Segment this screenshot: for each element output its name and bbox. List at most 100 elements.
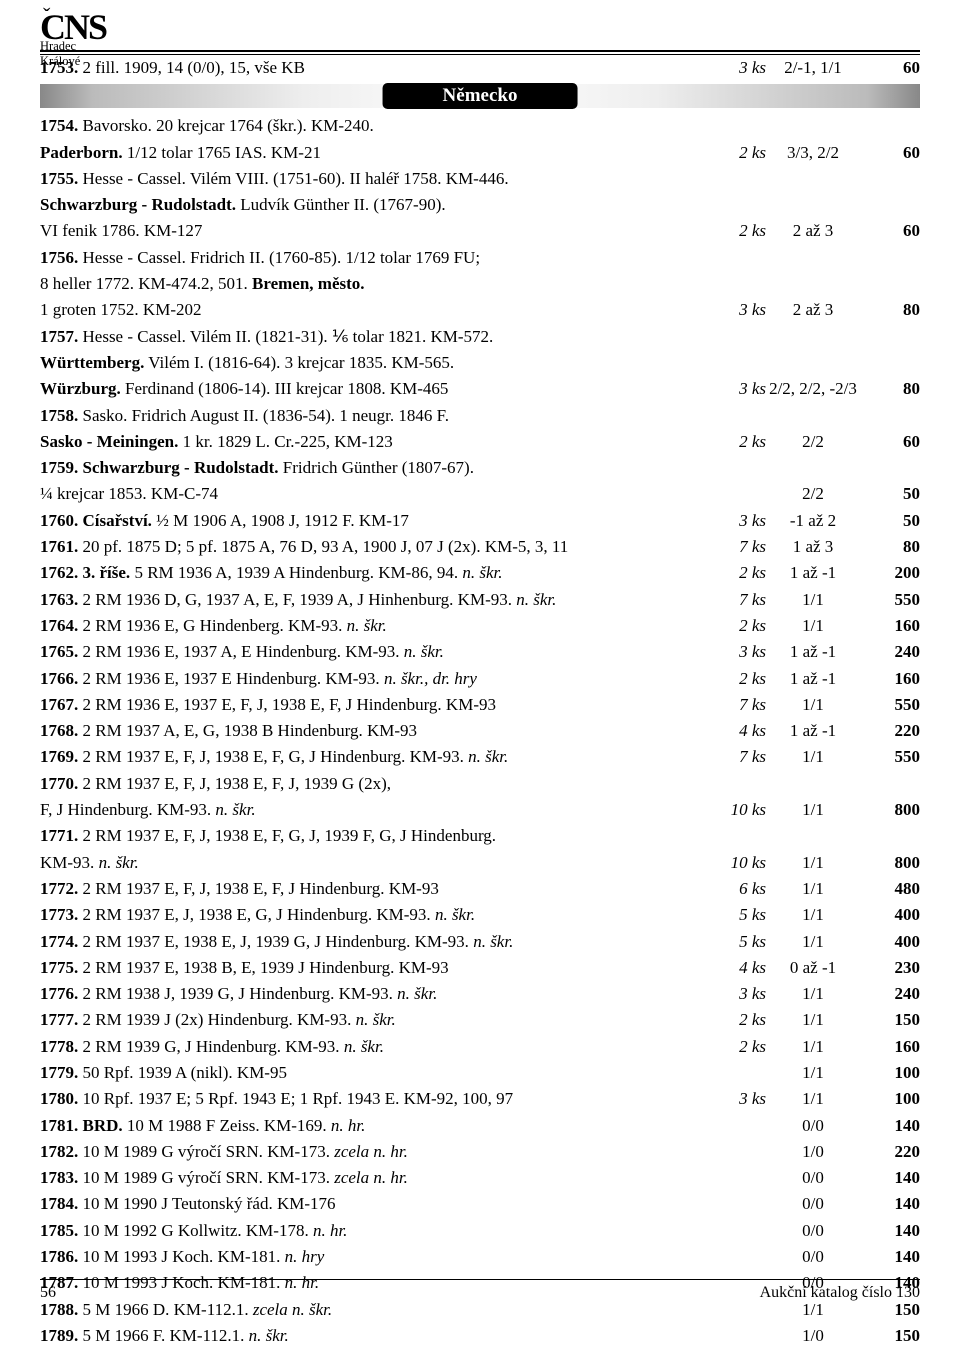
lot-pieces: 3 ks	[706, 508, 766, 534]
lot-grade: 1 až -1	[766, 560, 860, 586]
lot-description: 1776. 2 RM 1938 J, 1939 G, J Hindenburg.…	[40, 981, 706, 1007]
lot-pieces: 2 ks	[706, 429, 766, 455]
lot-description: Württemberg. Vilém I. (1816-64). 3 krejc…	[40, 350, 706, 376]
logo: ˇ CNS Hradec Králové	[40, 6, 106, 48]
lot-description: 1789. 5 M 1966 F. KM-112.1. n. škr.	[40, 1323, 706, 1349]
lot-grade: 0/0	[766, 1218, 860, 1244]
lot-row: Würzburg. Ferdinand (1806-14). III krejc…	[40, 376, 920, 402]
lot-price: 240	[860, 981, 920, 1007]
lot-row: 8 heller 1772. KM-474.2, 501. Bremen, mě…	[40, 271, 920, 297]
lot-row: 1759. Schwarzburg - Rudolstadt. Fridrich…	[40, 455, 920, 481]
lot-pieces: 10 ks	[706, 850, 766, 876]
lot-row: 1 groten 1752. KM-2023 ks2 až 380	[40, 297, 920, 323]
lot-grade: 1/0	[766, 1139, 860, 1165]
lot-description: 1768. 2 RM 1937 A, E, G, 1938 B Hindenbu…	[40, 718, 706, 744]
lot-description: 1759. Schwarzburg - Rudolstadt. Fridrich…	[40, 455, 706, 481]
lot-grade: 1/0	[766, 1323, 860, 1349]
lot-price: 240	[860, 639, 920, 665]
lot-description: 1786. 10 M 1993 J Koch. KM-181. n. hry	[40, 1244, 706, 1270]
lot-row: 1777. 2 RM 1939 J (2x) Hindenburg. KM-93…	[40, 1007, 920, 1033]
lot-price: 140	[860, 1191, 920, 1217]
logo-caron: ˇ	[43, 3, 50, 29]
lot-grade: 1 až 3	[766, 534, 860, 560]
lot-row: 1763. 2 RM 1936 D, G, 1937 A, E, F, 1939…	[40, 587, 920, 613]
lot-price: 100	[860, 1060, 920, 1086]
lot-description: 1769. 2 RM 1937 E, F, J, 1938 E, F, G, J…	[40, 744, 706, 770]
lot-price: 230	[860, 955, 920, 981]
lot-grade: 1/1	[766, 692, 860, 718]
lot-description: 1779. 50 Rpf. 1939 A (nikl). KM-95	[40, 1060, 706, 1086]
lot-description: 1758. Sasko. Fridrich August II. (1836-5…	[40, 403, 706, 429]
lot-price: 60	[860, 429, 920, 455]
lot-price: 80	[860, 297, 920, 323]
lot-description: F, J Hindenburg. KM-93. n. škr.	[40, 797, 706, 823]
lot-pieces: 2 ks	[706, 613, 766, 639]
lot-row: 1778. 2 RM 1939 G, J Hindenburg. KM-93. …	[40, 1034, 920, 1060]
lot-row: 1774. 2 RM 1937 E, 1938 E, J, 1939 G, J …	[40, 929, 920, 955]
page-number: 56	[40, 1284, 56, 1302]
lot-pieces: 2 ks	[706, 666, 766, 692]
lot-price: 200	[860, 560, 920, 586]
lot-row: 1781. BRD. 10 M 1988 F Zeiss. KM-169. n.…	[40, 1113, 920, 1139]
lot-grade: 1/1	[766, 850, 860, 876]
lot-price: 60	[860, 140, 920, 166]
lot-pieces: 5 ks	[706, 929, 766, 955]
lot-description: Paderborn. 1/12 tolar 1765 IAS. KM-21	[40, 140, 706, 166]
footer-right: Aukční katalog číslo 130	[760, 1284, 920, 1302]
lot-pieces: 7 ks	[706, 587, 766, 613]
lot-price: 140	[860, 1244, 920, 1270]
lot-price: 220	[860, 718, 920, 744]
lot-price: 150	[860, 1007, 920, 1033]
lot-description: 1771. 2 RM 1937 E, F, J, 1938 E, F, G, J…	[40, 823, 706, 849]
lot-description: 1783. 10 M 1989 G výročí SRN. KM-173. zc…	[40, 1165, 706, 1191]
lot-price: 800	[860, 850, 920, 876]
lot-pieces: 4 ks	[706, 955, 766, 981]
lot-price: 140	[860, 1165, 920, 1191]
lot-grade: 2/2	[766, 481, 860, 507]
lot-row: VI fenik 1786. KM-1272 ks2 až 360	[40, 218, 920, 244]
lot-description: ¼ krejcar 1853. KM-C-74	[40, 481, 706, 507]
lot-price: 400	[860, 902, 920, 928]
lot-grade: 2 až 3	[766, 218, 860, 244]
lot-price: 220	[860, 1139, 920, 1165]
lot-pieces: 7 ks	[706, 744, 766, 770]
lot-pieces: 2 ks	[706, 140, 766, 166]
lot-grade: 1/1	[766, 1086, 860, 1112]
lot-pieces: 2 ks	[706, 560, 766, 586]
lot-price: 150	[860, 1323, 920, 1349]
lot-description: 1761. 20 pf. 1875 D; 5 pf. 1875 A, 76 D,…	[40, 534, 706, 560]
lot-grade: 1/1	[766, 1060, 860, 1086]
lot-grade: 1/1	[766, 1007, 860, 1033]
lot-description: 1775. 2 RM 1937 E, 1938 B, E, 1939 J Hin…	[40, 955, 706, 981]
lot-description: 1782. 10 M 1989 G výročí SRN. KM-173. zc…	[40, 1139, 706, 1165]
lot-description: 1756. Hesse - Cassel. Fridrich II. (1760…	[40, 245, 706, 271]
lot-row: ¼ krejcar 1853. KM-C-742/250	[40, 481, 920, 507]
lot-pieces: 10 ks	[706, 797, 766, 823]
lot-description: 1772. 2 RM 1937 E, F, J, 1938 E, F, J Hi…	[40, 876, 706, 902]
lot-description: 1773. 2 RM 1937 E, J, 1938 E, G, J Hinde…	[40, 902, 706, 928]
lot-grade: 2/2	[766, 429, 860, 455]
lot-row: 1782. 10 M 1989 G výročí SRN. KM-173. zc…	[40, 1139, 920, 1165]
lot-row: 1770. 2 RM 1937 E, F, J, 1938 E, F, J, 1…	[40, 771, 920, 797]
lot-row: Paderborn. 1/12 tolar 1765 IAS. KM-212 k…	[40, 140, 920, 166]
lot-price: 140	[860, 1113, 920, 1139]
lot-pieces: 3 ks	[706, 376, 766, 402]
lot-pieces: 5 ks	[706, 902, 766, 928]
lot-description: 1780. 10 Rpf. 1937 E; 5 Rpf. 1943 E; 1 R…	[40, 1086, 706, 1112]
lot-pieces: 3 ks	[706, 981, 766, 1007]
lot-row: 1762. 3. říše. 5 RM 1936 A, 1939 A Hinde…	[40, 560, 920, 586]
lot-price: 160	[860, 1034, 920, 1060]
lot-description: 1763. 2 RM 1936 D, G, 1937 A, E, F, 1939…	[40, 587, 706, 613]
lot-grade: 1/1	[766, 981, 860, 1007]
lot-grade: 1/1	[766, 876, 860, 902]
lot-pieces: 2 ks	[706, 1007, 766, 1033]
lot-row: 1758. Sasko. Fridrich August II. (1836-5…	[40, 403, 920, 429]
lot-grade: 1/1	[766, 1034, 860, 1060]
lot-row: 1783. 10 M 1989 G výročí SRN. KM-173. zc…	[40, 1165, 920, 1191]
lot-price: 550	[860, 744, 920, 770]
lot-row: Sasko - Meiningen. 1 kr. 1829 L. Cr.-225…	[40, 429, 920, 455]
lot-description: 1778. 2 RM 1939 G, J Hindenburg. KM-93. …	[40, 1034, 706, 1060]
lot-grade: 1/1	[766, 744, 860, 770]
lot-price: 140	[860, 1218, 920, 1244]
lot-description: 1784. 10 M 1990 J Teutonský řád. KM-176	[40, 1191, 706, 1217]
